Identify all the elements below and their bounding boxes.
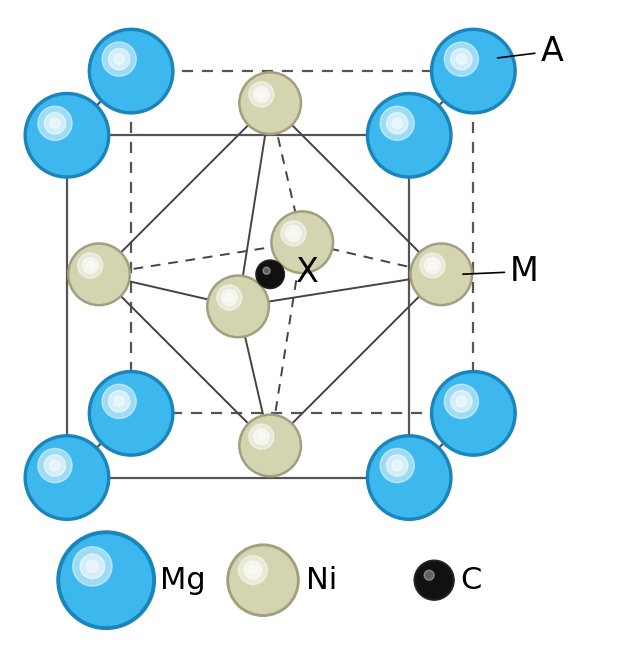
Circle shape (87, 560, 98, 572)
Circle shape (256, 260, 284, 288)
Circle shape (241, 74, 299, 132)
Circle shape (254, 87, 269, 102)
Circle shape (114, 396, 124, 407)
Text: A: A (498, 35, 563, 68)
Circle shape (28, 96, 106, 175)
Circle shape (290, 230, 298, 237)
Circle shape (420, 253, 445, 278)
Circle shape (50, 118, 60, 128)
Circle shape (239, 414, 301, 477)
Circle shape (414, 560, 454, 600)
Circle shape (271, 211, 334, 273)
Circle shape (241, 417, 299, 474)
Circle shape (456, 396, 467, 407)
Circle shape (92, 374, 170, 453)
Circle shape (392, 461, 403, 470)
Circle shape (24, 93, 110, 178)
Circle shape (263, 267, 270, 275)
Circle shape (244, 561, 262, 579)
Circle shape (456, 54, 467, 64)
Circle shape (102, 384, 136, 419)
Circle shape (61, 535, 151, 625)
Circle shape (70, 246, 128, 303)
Circle shape (114, 54, 124, 64)
Circle shape (370, 96, 449, 175)
Circle shape (216, 285, 242, 310)
Circle shape (425, 258, 441, 273)
Circle shape (451, 49, 472, 70)
Circle shape (258, 91, 265, 98)
Circle shape (249, 82, 274, 107)
Circle shape (24, 435, 110, 520)
Circle shape (413, 246, 470, 303)
Circle shape (410, 243, 473, 306)
Circle shape (380, 449, 415, 483)
Text: Ni: Ni (306, 566, 337, 595)
Circle shape (73, 547, 112, 586)
Circle shape (230, 547, 296, 614)
Circle shape (210, 277, 267, 335)
Circle shape (102, 42, 136, 76)
Circle shape (28, 438, 106, 517)
Circle shape (370, 438, 449, 517)
Circle shape (367, 93, 452, 178)
Circle shape (429, 261, 436, 269)
Circle shape (285, 225, 301, 241)
Circle shape (416, 562, 452, 598)
Text: X: X (296, 256, 318, 289)
Circle shape (258, 433, 265, 440)
Circle shape (387, 112, 408, 134)
Circle shape (451, 391, 472, 412)
Circle shape (44, 455, 66, 476)
Circle shape (434, 32, 513, 110)
Circle shape (207, 275, 270, 338)
Circle shape (50, 461, 60, 470)
Circle shape (38, 106, 72, 141)
Circle shape (225, 294, 233, 302)
Circle shape (227, 544, 299, 616)
Circle shape (430, 28, 516, 114)
Circle shape (392, 118, 403, 128)
Circle shape (254, 429, 269, 445)
Circle shape (38, 449, 72, 483)
Circle shape (387, 455, 408, 476)
Circle shape (82, 258, 98, 273)
Circle shape (78, 253, 103, 278)
Circle shape (89, 28, 174, 114)
Circle shape (281, 221, 306, 246)
Circle shape (249, 424, 274, 449)
Circle shape (367, 435, 452, 520)
Circle shape (239, 72, 301, 135)
Circle shape (239, 556, 267, 585)
Circle shape (430, 371, 516, 456)
Circle shape (68, 243, 130, 306)
Circle shape (258, 261, 283, 287)
Circle shape (444, 384, 479, 419)
Circle shape (108, 49, 130, 70)
Circle shape (273, 214, 331, 271)
Circle shape (57, 531, 155, 629)
Circle shape (222, 290, 237, 306)
Circle shape (108, 391, 130, 412)
Circle shape (89, 371, 174, 456)
Circle shape (80, 554, 104, 579)
Text: M: M (463, 255, 539, 288)
Circle shape (44, 112, 66, 134)
Circle shape (249, 566, 257, 574)
Text: Mg: Mg (160, 566, 206, 595)
Circle shape (87, 261, 94, 269)
Circle shape (444, 42, 479, 76)
Circle shape (424, 570, 434, 580)
Text: C: C (460, 566, 481, 595)
Circle shape (380, 106, 415, 141)
Circle shape (434, 374, 513, 453)
Circle shape (92, 32, 170, 110)
